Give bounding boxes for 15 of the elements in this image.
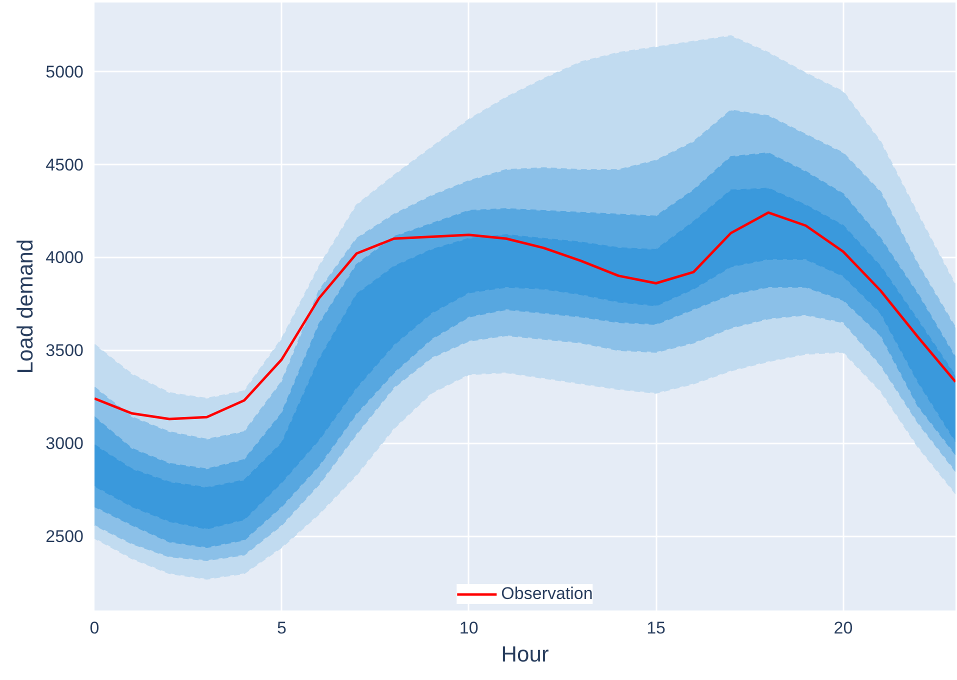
line-series (94, 211, 956, 420)
y-tick-label: 4500 (46, 155, 84, 174)
x-tick-label: 5 (276, 618, 286, 638)
x-tick-label: 10 (459, 618, 478, 638)
y-tick-label: 3500 (46, 341, 84, 360)
y-tick-label: 3000 (46, 434, 84, 454)
x-tick-label: 15 (646, 618, 666, 638)
y-axis-title: Load demand (12, 239, 38, 374)
x-axis-title: Hour (501, 642, 549, 666)
y-tick-label: 2500 (46, 527, 84, 546)
y-tick-label: 4000 (46, 248, 84, 268)
x-tick-label: 20 (834, 618, 853, 638)
legend-label: Observation (501, 584, 593, 604)
y-tick-label: 5000 (46, 62, 84, 82)
x-tick-label: 0 (90, 618, 100, 638)
